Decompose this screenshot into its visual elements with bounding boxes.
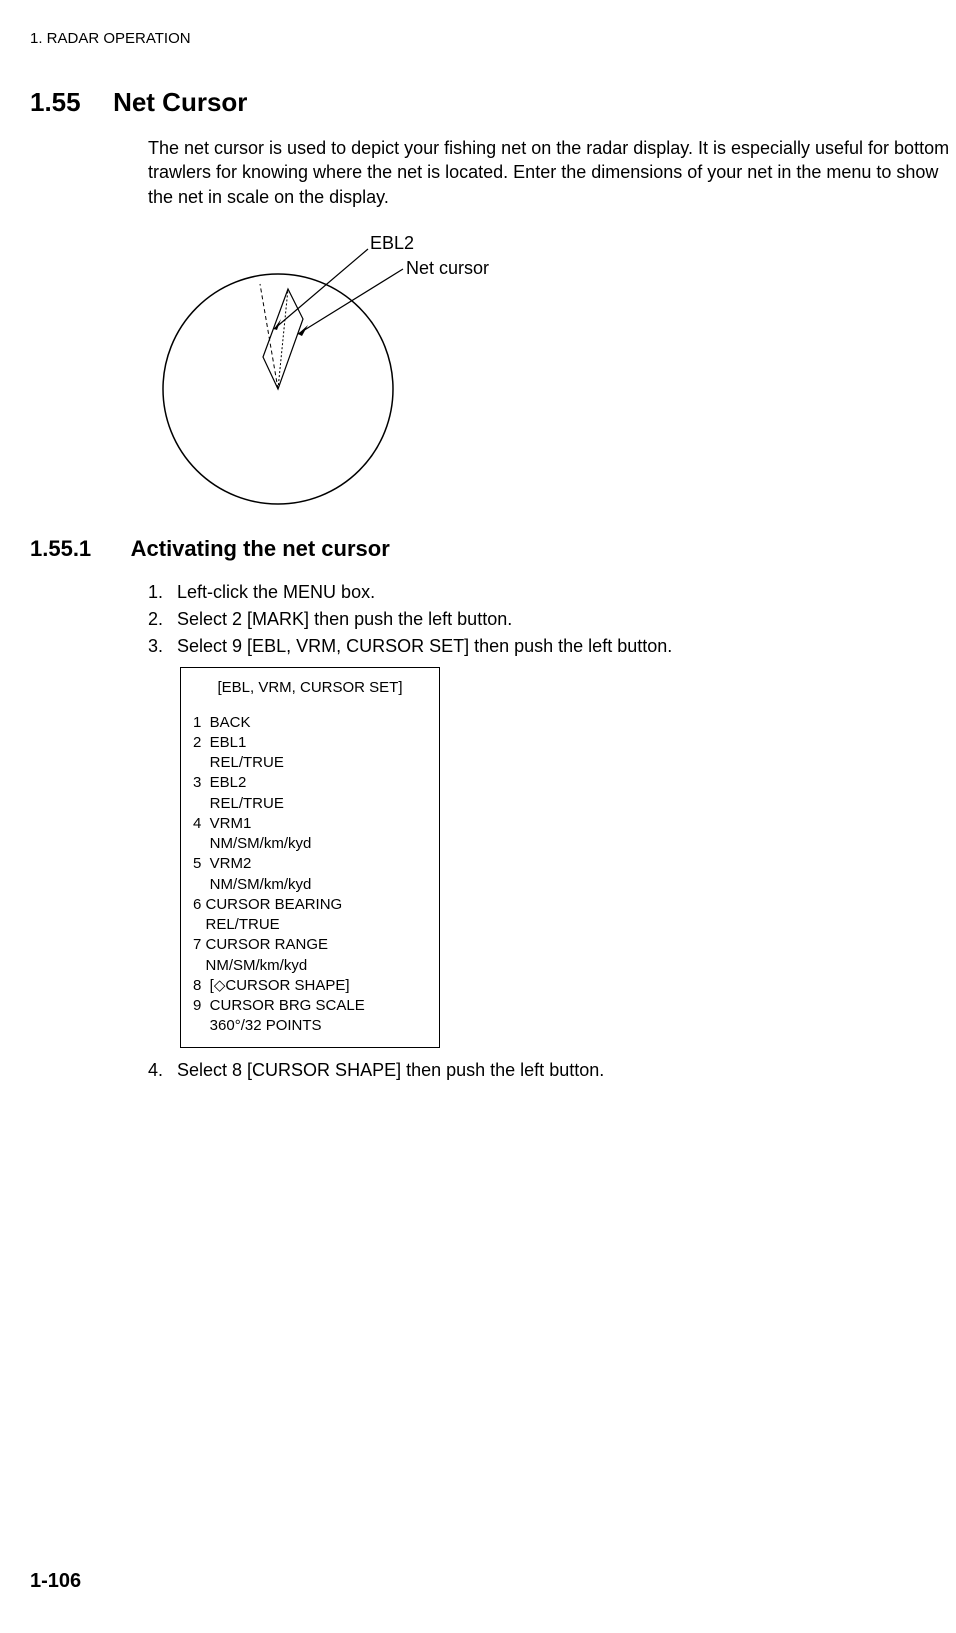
subsection-number: 1.55.1 xyxy=(30,536,91,562)
chapter-header: 1. RADAR OPERATION xyxy=(30,30,956,47)
menu-item-1: 1 BACK xyxy=(193,713,427,733)
step-1-text: Left-click the MENU box. xyxy=(177,582,375,602)
section-heading: 1.55 Net Cursor xyxy=(30,87,956,118)
steps-list: 1. Left-click the MENU box. 2. Select 2 … xyxy=(148,580,956,1083)
step-2-num: 2. xyxy=(148,607,172,632)
step-4: 4. Select 8 [CURSOR SHAPE] then push the… xyxy=(148,1058,956,1083)
menu-item-6b: REL/TRUE xyxy=(193,915,427,935)
step-3-text: Select 9 [EBL, VRM, CURSOR SET] then pus… xyxy=(177,636,672,656)
diagram-label-ebl2: EBL2 xyxy=(370,233,414,253)
menu-item-9: 9 CURSOR BRG SCALE xyxy=(193,996,427,1016)
menu-item-3: 3 EBL2 xyxy=(193,773,427,793)
menu-item-5b: NM/SM/km/kyd xyxy=(193,875,427,895)
menu-item-7: 7 CURSOR RANGE xyxy=(193,935,427,955)
step-2: 2. Select 2 [MARK] then push the left bu… xyxy=(148,607,956,632)
step-4-text: Select 8 [CURSOR SHAPE] then push the le… xyxy=(177,1060,604,1080)
intro-paragraph: The net cursor is used to depict your fi… xyxy=(148,136,956,209)
section-number: 1.55 xyxy=(30,87,81,118)
menu-item-2b: REL/TRUE xyxy=(193,753,427,773)
menu-title: [EBL, VRM, CURSOR SET] xyxy=(193,678,427,698)
menu-item-3b: REL/TRUE xyxy=(193,794,427,814)
diagram-label-netcursor: Net cursor xyxy=(406,258,489,278)
step-3: 3. Select 9 [EBL, VRM, CURSOR SET] then … xyxy=(148,634,956,659)
subsection-heading: 1.55.1 Activating the net cursor xyxy=(30,536,956,562)
step-1-num: 1. xyxy=(148,580,172,605)
step-1: 1. Left-click the MENU box. xyxy=(148,580,956,605)
net-cursor-diagram: EBL2 Net cursor xyxy=(148,229,956,514)
menu-item-2: 2 EBL1 xyxy=(193,733,427,753)
chapter-label: 1. RADAR OPERATION xyxy=(30,30,191,47)
section-title: Net Cursor xyxy=(113,87,247,118)
menu-item-8: 8 [◇CURSOR SHAPE] xyxy=(193,976,427,996)
menu-item-4: 4 VRM1 xyxy=(193,814,427,834)
menu-item-7b: NM/SM/km/kyd xyxy=(193,956,427,976)
step-3-num: 3. xyxy=(148,634,172,659)
menu-item-9b: 360°/32 POINTS xyxy=(193,1016,427,1036)
menu-item-6: 6 CURSOR BEARING xyxy=(193,895,427,915)
step-4-num: 4. xyxy=(148,1058,172,1083)
subsection-title: Activating the net cursor xyxy=(131,536,390,562)
menu-box: [EBL, VRM, CURSOR SET] 1 BACK 2 EBL1 REL… xyxy=(180,667,440,1047)
step-2-text: Select 2 [MARK] then push the left butto… xyxy=(177,609,512,629)
page-number: 1-106 xyxy=(30,1570,81,1593)
menu-item-4b: NM/SM/km/kyd xyxy=(193,834,427,854)
menu-item-5: 5 VRM2 xyxy=(193,854,427,874)
